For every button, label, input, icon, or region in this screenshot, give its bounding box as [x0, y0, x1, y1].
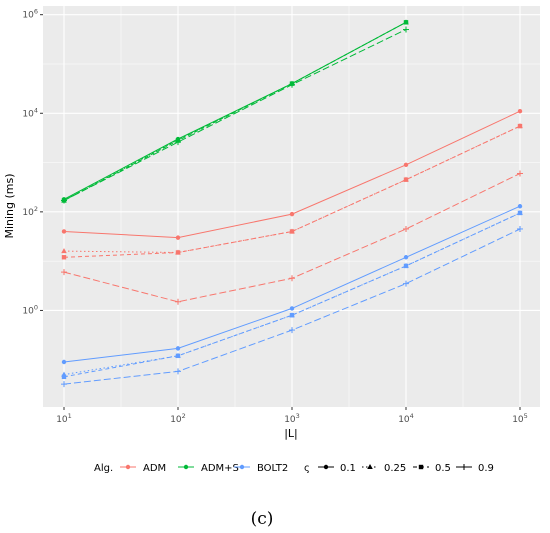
- legend-item-level-0-5: 0.5: [413, 463, 451, 474]
- legend-key-marker: [323, 464, 329, 470]
- legend-item-bolt2: BOLT2: [234, 463, 288, 474]
- legend-item-adm-s: ADM+S: [178, 463, 239, 474]
- x-tick-label: 104: [398, 412, 414, 425]
- legend-key-marker: [461, 464, 467, 470]
- series-adm-0-1: [61, 109, 523, 240]
- series-line: [63, 29, 407, 201]
- x-axis-ticks: 101 102 103 104 105: [56, 407, 528, 425]
- legend-key-point: [239, 464, 245, 470]
- legend-label: 0.1: [340, 463, 356, 474]
- data-point: [175, 235, 181, 240]
- data-point: [289, 275, 295, 282]
- data-point: [517, 210, 523, 216]
- y-tick-label: 102: [22, 205, 38, 218]
- legend-label: ADM: [143, 463, 166, 474]
- data-point: [403, 177, 409, 182]
- legend-label: ADM+S: [201, 463, 239, 474]
- data-point: [403, 225, 409, 232]
- y-axis-ticks: 100 102 104 106: [22, 8, 43, 316]
- data-point: [403, 20, 409, 25]
- series-bolt2-0-9: [61, 225, 523, 388]
- series-adm-s-0-9: [61, 26, 409, 204]
- data-point: [61, 374, 67, 380]
- data-point: [61, 381, 67, 388]
- legend-key-marker: [418, 464, 424, 470]
- data-point: [289, 327, 295, 334]
- legend-label: 0.9: [478, 463, 494, 474]
- data-point: [175, 298, 181, 305]
- legend-item-adm: ADM: [120, 463, 166, 474]
- data-point: [61, 248, 67, 254]
- legend-label: 0.25: [384, 463, 406, 474]
- series-line: [63, 125, 521, 254]
- data-point: [61, 255, 67, 260]
- legend-item-level-0-1: 0.1: [318, 463, 356, 474]
- x-axis-title: |L|: [284, 427, 298, 440]
- x-tick-label: 102: [170, 412, 186, 425]
- data-point: [517, 170, 523, 177]
- data-point: [517, 123, 523, 129]
- series-line: [63, 212, 521, 378]
- x-tick-label: 101: [56, 412, 72, 425]
- data-point: [517, 109, 523, 114]
- data-point: [403, 263, 409, 269]
- data-point: [289, 211, 295, 217]
- legend-title-level: ς: [304, 463, 310, 474]
- data-point: [289, 81, 295, 88]
- figure-caption: (c): [251, 509, 274, 529]
- series-adm-0-9: [61, 170, 523, 305]
- legend-title-algorithm: Alg.: [94, 463, 113, 474]
- data-point: [403, 280, 409, 287]
- data-point: [517, 225, 523, 232]
- y-tick-label: 106: [22, 8, 38, 21]
- legend: Alg. ADM ADM+S BOLT2 ς 0.1 0.25 0.5 0.9: [94, 463, 494, 474]
- x-tick-label: 105: [512, 412, 528, 425]
- legend-label: 0.5: [435, 463, 451, 474]
- series-lines: [61, 19, 523, 388]
- data-point: [289, 313, 295, 318]
- data-point: [403, 255, 409, 260]
- y-axis-title: Mining (ms): [3, 173, 16, 238]
- series-bolt2-0-5: [61, 210, 523, 380]
- data-point: [175, 353, 181, 359]
- data-point: [289, 306, 295, 311]
- data-point: [175, 346, 181, 351]
- data-point: [175, 368, 181, 375]
- series-adm-0-5: [61, 123, 523, 260]
- y-tick-label: 100: [22, 303, 38, 316]
- legend-key-marker: [367, 464, 373, 469]
- y-tick-label: 104: [22, 106, 38, 119]
- data-point: [61, 359, 67, 365]
- legend-item-level-0-25: 0.25: [362, 463, 406, 474]
- data-point: [175, 139, 181, 146]
- legend-key-point: [183, 464, 189, 470]
- data-point: [517, 204, 523, 209]
- legend-key-point: [125, 464, 131, 470]
- data-point: [61, 197, 67, 204]
- series-line: [63, 21, 407, 201]
- x-tick-label: 103: [284, 412, 300, 425]
- series-bolt2-0-1: [61, 204, 523, 365]
- data-point: [175, 250, 181, 255]
- data-point: [403, 162, 409, 168]
- data-point: [61, 229, 67, 234]
- data-point: [61, 269, 67, 276]
- data-point: [403, 26, 409, 33]
- legend-label: BOLT2: [257, 463, 288, 474]
- legend-item-level-0-9: 0.9: [456, 463, 494, 474]
- grid-lines: [43, 6, 540, 407]
- data-point: [289, 229, 295, 234]
